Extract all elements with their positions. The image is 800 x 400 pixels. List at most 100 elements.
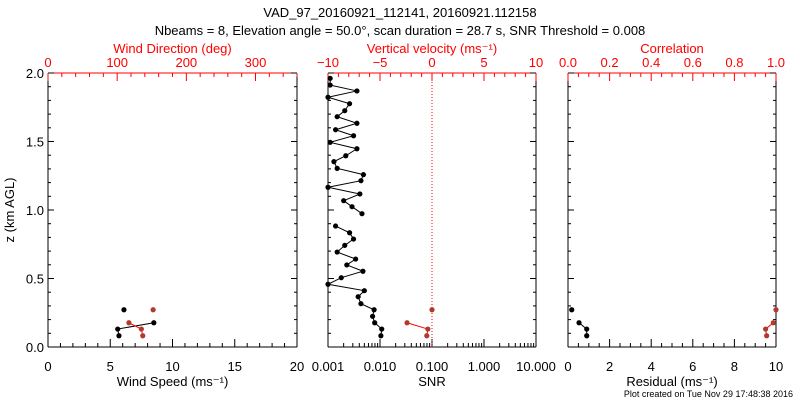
series-line (327, 78, 365, 215)
x-tick-label: 8 (731, 359, 738, 374)
top-tick-label: 300 (245, 55, 267, 70)
top-tick-label: −5 (373, 55, 388, 70)
data-point (764, 333, 770, 339)
data-point (372, 320, 378, 326)
data-point (342, 108, 348, 114)
data-point (349, 204, 355, 210)
data-point (354, 88, 360, 94)
data-point (332, 127, 339, 133)
top-tick-label: 5 (480, 55, 487, 70)
x-tick-label: 20 (290, 359, 304, 374)
top-tick-label: 0.6 (684, 55, 702, 70)
x-tick-label: 4 (648, 359, 655, 374)
series-wind-speed (115, 307, 157, 339)
figure-subtitle: Nbeams = 8, Elevation angle = 50.0°, sca… (155, 23, 646, 38)
figure-title: VAD_97_20160921_112141, 20160921.112158 (263, 5, 536, 20)
data-point (379, 326, 385, 332)
top-tick-label: 0.4 (642, 55, 660, 70)
data-point (325, 94, 331, 100)
data-point (344, 262, 350, 268)
data-point (350, 236, 357, 242)
top-tick-label: 0 (428, 55, 435, 70)
top-tick-label: 0 (44, 55, 51, 70)
y-tick-label: 0.5 (26, 272, 44, 287)
data-point (342, 242, 348, 248)
data-point (359, 211, 365, 217)
x-tick-label: 1.000 (468, 359, 501, 374)
data-point (350, 133, 357, 139)
data-point (354, 146, 360, 152)
x-tick-label: 0 (564, 359, 571, 374)
x-tick-label: 2 (606, 359, 613, 374)
series-vertical-velocity (404, 307, 435, 339)
data-point (424, 333, 430, 339)
top-tick-label: 100 (106, 55, 128, 70)
x-axis-label: Residual (ms⁻¹) (626, 374, 717, 389)
data-point (346, 230, 353, 236)
data-point (371, 307, 377, 313)
data-point (425, 326, 431, 332)
data-point (327, 139, 333, 145)
y-tick-label: 1.0 (26, 203, 44, 218)
x-tick-label: 0.100 (416, 359, 449, 374)
x-tick-label: 0.001 (312, 359, 345, 374)
top-axis-label: Vertical velocity (ms⁻¹) (367, 41, 497, 56)
data-point (355, 294, 361, 300)
data-point (569, 307, 575, 313)
data-point (346, 101, 353, 107)
top-tick-label: 0.0 (559, 55, 577, 70)
series-residual (569, 307, 590, 339)
data-point (140, 333, 146, 339)
data-point (331, 159, 337, 165)
data-point (126, 320, 132, 326)
data-point (369, 313, 376, 319)
data-point (354, 120, 360, 126)
data-point (404, 320, 410, 326)
series-wind-direction (126, 307, 156, 339)
data-point (360, 172, 367, 178)
top-tick-label: 0.2 (601, 55, 619, 70)
data-point (361, 288, 367, 294)
series-line (326, 225, 383, 336)
data-point (116, 333, 122, 339)
top-axis-label: Correlation (640, 41, 704, 56)
top-tick-label: 0.8 (725, 55, 743, 70)
data-point (338, 275, 344, 281)
x-tick-label: 5 (107, 359, 114, 374)
top-axis-label: Wind Direction (deg) (113, 41, 232, 56)
data-point (327, 82, 333, 88)
data-point (341, 198, 347, 204)
data-point (584, 333, 590, 339)
y-tick-label: 2.0 (26, 66, 44, 81)
data-point (357, 191, 363, 197)
x-axis-label: Wind Speed (ms⁻¹) (117, 374, 229, 389)
top-tick-label: 10 (529, 55, 543, 70)
series-line (406, 322, 429, 336)
data-point (773, 307, 779, 313)
data-point (327, 75, 333, 81)
top-tick-label: 200 (175, 55, 197, 70)
data-point (358, 301, 364, 307)
series-correlation (763, 307, 779, 339)
data-point (332, 223, 339, 229)
y-tick-label: 0.0 (26, 340, 44, 355)
x-tick-label: 10 (769, 359, 783, 374)
series-line (117, 322, 154, 336)
data-point (576, 320, 582, 326)
data-point (334, 249, 340, 255)
data-point (151, 320, 157, 326)
data-point (763, 326, 769, 332)
x-axis-label: SNR (418, 374, 445, 389)
data-point (358, 178, 364, 184)
top-tick-label: −10 (317, 55, 339, 70)
data-point (325, 184, 331, 190)
data-point (353, 256, 359, 262)
data-point (343, 153, 349, 159)
data-point (325, 281, 331, 287)
y-axis-label: z (km AGL) (2, 177, 17, 242)
x-tick-label: 0.010 (364, 359, 397, 374)
panel-residual: 0 2 4 6 8 10 Residual (ms⁻¹) 0.0 0.2 0.4 0.6 0.8 1.0… (559, 41, 785, 389)
data-point (334, 114, 340, 120)
